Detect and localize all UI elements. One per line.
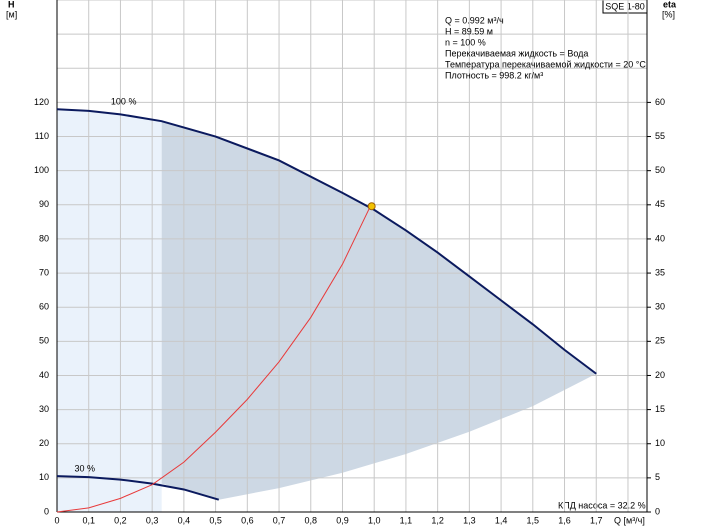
x-tick-label: 1,6 <box>558 515 571 525</box>
curve-label: 30 % <box>74 464 95 474</box>
y2-tick-label: 15 <box>655 404 665 414</box>
x-tick-label: 0,7 <box>273 515 286 525</box>
low-speed-area <box>57 109 162 512</box>
x-tick-label: 1,0 <box>368 515 381 525</box>
x-tick-label: 0,2 <box>114 515 127 525</box>
x-label: Q [м³/ч] <box>614 515 645 525</box>
y2-tick-label: 30 <box>655 302 665 312</box>
y2-tick-label: 0 <box>655 506 660 516</box>
duty-point <box>367 202 376 211</box>
info-line: Q = 0.992 м³/ч <box>445 15 504 25</box>
x-tick-label: 1,4 <box>495 515 508 525</box>
x-tick-label: 1,7 <box>590 515 603 525</box>
x-tick-label: 0,9 <box>336 515 349 525</box>
x-tick-label: 1,2 <box>431 515 444 525</box>
curve <box>56 204 372 513</box>
y-tick-label: 90 <box>39 199 49 209</box>
y-tick-label: 20 <box>39 438 49 448</box>
y-tick-label: 100 <box>34 165 49 175</box>
y-tick-label: 80 <box>39 233 49 243</box>
y-tick-label: 70 <box>39 267 49 277</box>
x-tick-label: 0,3 <box>146 515 159 525</box>
x-tick-label: 1,3 <box>463 515 476 525</box>
y2-tick-label: 10 <box>655 438 665 448</box>
y-tick-label: 110 <box>35 131 49 141</box>
x-tick-label: 1,5 <box>527 515 540 525</box>
operating-area <box>161 121 597 500</box>
y-tick-label: 50 <box>39 336 49 346</box>
x-tick-label: 0 <box>54 515 59 525</box>
y2-tick-label: 5 <box>655 472 660 482</box>
x-tick-label: 0,8 <box>305 515 318 525</box>
x-tick-label: 1,1 <box>400 515 413 525</box>
y-label: H <box>8 0 15 9</box>
y-tick-label: 30 <box>39 404 49 414</box>
model: SQE 1-80 <box>605 1 645 11</box>
y2-label: eta <box>663 0 677 9</box>
x-tick-label: 0,6 <box>241 515 254 525</box>
y2-tick-label: 40 <box>655 233 665 243</box>
y2-tick-label: 25 <box>655 336 665 346</box>
efficiency-note: КПД насоса = 32.2 % <box>558 500 646 510</box>
x-tick-label: 0,5 <box>209 515 222 525</box>
y-tick-label: 60 <box>39 302 49 312</box>
y-unit: [м] <box>6 9 17 19</box>
curve <box>56 475 220 501</box>
curve-label: 100 % <box>111 97 137 107</box>
y-tick-label: 0 <box>44 506 49 516</box>
info-line: Плотность = 998.2 кг/м³ <box>445 70 543 80</box>
y-tick-label: 120 <box>34 97 49 107</box>
y-tick-label: 40 <box>39 370 49 380</box>
info-line: Перекачиваемая жидкость = Вода <box>445 48 588 58</box>
y2-tick-label: 50 <box>655 165 665 175</box>
y2-tick-label: 35 <box>655 267 665 277</box>
y2-tick-label: 60 <box>655 97 665 107</box>
info-line: H = 89.59 м <box>445 26 493 36</box>
x-tick-label: 0,4 <box>178 515 191 525</box>
info-line: Температура перекачиваемой жидкости = 20… <box>445 59 646 69</box>
y2-unit: [%] <box>662 9 675 19</box>
y2-tick-label: 45 <box>655 199 665 209</box>
y-tick-label: 10 <box>39 472 49 482</box>
y2-tick-label: 55 <box>655 131 665 141</box>
info-line: n = 100 % <box>445 37 486 47</box>
curve <box>56 108 597 375</box>
y2-tick-label: 20 <box>655 370 665 380</box>
x-tick-label: 0,1 <box>82 515 95 525</box>
